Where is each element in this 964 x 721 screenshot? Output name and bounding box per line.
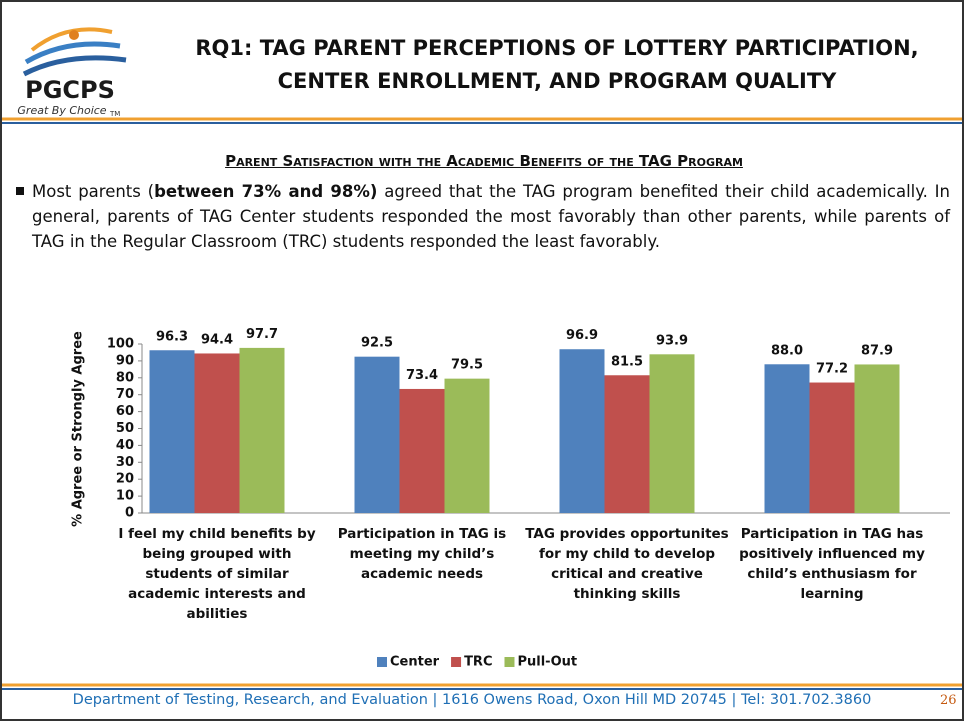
bar [649, 354, 695, 513]
data-label: 96.3 [156, 329, 188, 344]
y-tick-label: 90 [116, 353, 134, 368]
bar [854, 364, 900, 513]
bar [444, 378, 490, 513]
bar [809, 382, 855, 513]
y-tick-label: 60 [116, 404, 134, 419]
y-tick-label: 20 [116, 472, 134, 487]
data-label: 73.4 [406, 368, 438, 383]
bar [194, 353, 240, 513]
section-heading: Parent Satisfaction with the Academic Be… [225, 152, 743, 170]
x-tick-label: I feel my child benefits by being groupe… [118, 526, 316, 622]
x-tick-label: TAG provides opportunites for my child t… [525, 526, 729, 602]
logo-dot [69, 30, 79, 40]
bar [149, 350, 195, 513]
data-label: 81.5 [611, 354, 643, 369]
bullet-part: agreed that the TAG program benefited th… [32, 182, 951, 251]
logo-tagline: Great By Choice [17, 104, 106, 117]
bar [559, 349, 605, 513]
bar [399, 388, 445, 513]
y-tick-label: 10 [116, 489, 134, 504]
logo-arc [30, 27, 113, 52]
data-label: 92.5 [361, 336, 393, 351]
data-label: 97.7 [246, 327, 278, 342]
bar [239, 347, 285, 513]
data-label: 88.0 [771, 343, 803, 358]
logo-tm: TM [109, 110, 120, 118]
bar [354, 356, 400, 513]
y-tick-label: 40 [116, 438, 134, 453]
y-tick-label: 100 [107, 337, 134, 352]
bar [764, 364, 810, 513]
logo-arc [24, 41, 121, 65]
legend-label: Center [390, 655, 440, 670]
bullet-part: Most parents ( [32, 182, 155, 201]
y-tick-label: 50 [116, 421, 134, 436]
bullet-text: Most parents (between 73% and 98%) agree… [32, 179, 950, 254]
legend-label: TRC [464, 655, 492, 670]
logo-arc [22, 55, 127, 77]
y-tick-label: 0 [125, 506, 134, 521]
data-label: 87.9 [861, 343, 893, 358]
legend-swatch [451, 657, 462, 667]
y-tick-label: 30 [116, 455, 134, 470]
y-tick-label: 80 [116, 370, 134, 385]
y-axis-label: % Agree or Strongly Agree [71, 331, 86, 527]
x-tick-label: Participation in TAG is meeting my child… [337, 526, 507, 582]
data-label: 93.9 [656, 333, 688, 348]
slide-title: RQ1: TAG PARENT PERCEPTIONS OF LOTTERY P… [152, 32, 962, 98]
data-label: 96.9 [566, 328, 598, 343]
data-label: 94.4 [201, 332, 233, 347]
legend-swatch [377, 657, 387, 667]
title-line: RQ1: TAG PARENT PERCEPTIONS OF LOTTERY P… [195, 36, 919, 60]
legend-label: Pull-Out [517, 655, 577, 670]
bullet-part: between 73% and 98%) [154, 182, 378, 201]
legend-swatch [504, 657, 515, 667]
page-number: 26 [940, 693, 957, 708]
footer-text: Department of Testing, Research, and Eva… [72, 692, 872, 708]
bar [604, 375, 650, 513]
title-line: CENTER ENROLLMENT, AND PROGRAM QUALITY [277, 69, 837, 93]
x-tick-label: Participation in TAG has positively infl… [739, 526, 925, 602]
logo-name: PGCPS [25, 76, 115, 104]
data-label: 77.2 [816, 362, 848, 377]
data-label: 79.5 [451, 358, 483, 373]
bullet-marker [16, 187, 24, 195]
y-tick-label: 70 [116, 387, 134, 402]
